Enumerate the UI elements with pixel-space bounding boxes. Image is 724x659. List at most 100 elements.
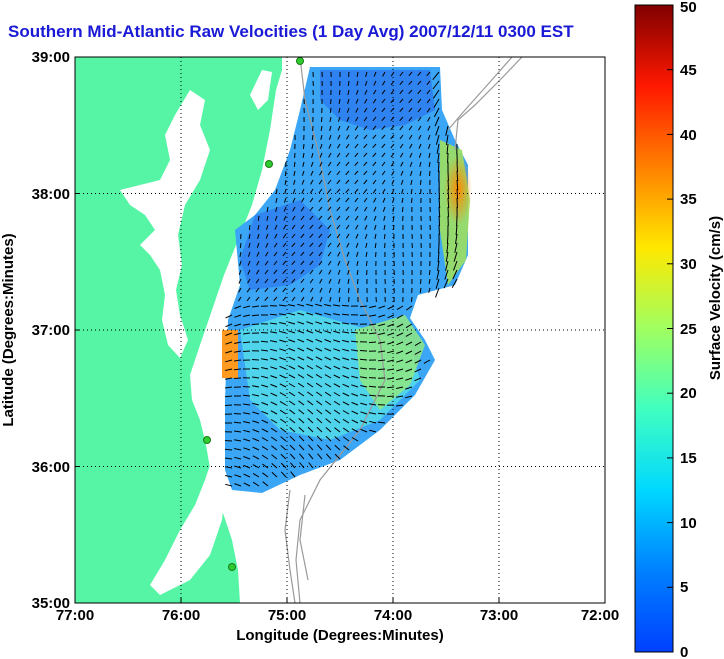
velocity-vector (309, 278, 314, 284)
radar-station (203, 436, 211, 444)
velocity-vector (315, 321, 323, 325)
velocity-vector (238, 269, 242, 275)
velocity-vector (225, 359, 233, 363)
velocity-vector (383, 215, 386, 221)
velocity-vector (360, 393, 368, 397)
velocity-vector (291, 296, 296, 302)
velocity-vector (436, 143, 440, 154)
velocity-vector (298, 400, 305, 406)
velocity-vector (252, 464, 260, 469)
velocity-vector (434, 116, 440, 127)
velocity-vector (307, 426, 314, 433)
velocity-vector (282, 287, 287, 293)
velocity-vector (390, 98, 395, 104)
velocity-vector (451, 278, 458, 289)
velocity-vector (261, 428, 269, 433)
velocity-vector (409, 143, 413, 149)
velocity-vector (270, 322, 278, 325)
velocity-vector (225, 377, 233, 380)
velocity-vector (319, 278, 323, 284)
velocity-vector (288, 365, 296, 370)
velocity-vector (351, 410, 359, 415)
velocity-vector (224, 404, 233, 406)
velocity-vector (284, 170, 287, 177)
velocity-vector (306, 330, 314, 334)
colorbar-tick-label: 50 (680, 0, 697, 16)
velocity-vector (324, 312, 332, 316)
velocity-vector (333, 348, 341, 352)
velocity-vector (336, 215, 341, 221)
velocity-vector (372, 152, 377, 158)
velocity-vector (252, 429, 260, 433)
velocity-vector (437, 260, 440, 271)
velocity-vector (381, 179, 386, 185)
velocity-vector (279, 383, 287, 388)
velocity-vector (279, 374, 287, 379)
colorbar-label: Surface Velocity (cm/s) (707, 216, 724, 380)
velocity-vector (334, 444, 341, 451)
velocity-vector (400, 161, 404, 167)
velocity-vector (346, 242, 350, 248)
velocity-vector (342, 331, 350, 334)
velocity-vector (418, 143, 422, 149)
velocity-vector (288, 356, 296, 361)
velocity-vector (372, 170, 377, 176)
velocity-vector (234, 323, 242, 327)
velocity-vector (399, 80, 404, 86)
velocity-vector (381, 98, 386, 104)
velocity-vector (329, 116, 332, 123)
velocity-vector (309, 188, 314, 194)
velocity-vector (275, 197, 278, 204)
y-tick-label: 36:00 (32, 459, 70, 476)
velocity-vector (262, 481, 269, 487)
velocity-vector (298, 409, 305, 415)
velocity-vector (265, 233, 269, 239)
velocity-vector (280, 418, 287, 424)
velocity-vector (386, 395, 395, 398)
velocity-vector (337, 269, 341, 275)
velocity-vector (270, 392, 278, 397)
velocity-vector (252, 420, 260, 424)
velocity-vector (309, 251, 314, 257)
velocity-vector (354, 125, 359, 131)
velocity-vector (369, 403, 377, 406)
velocity-vector (234, 456, 242, 460)
velocity-vector (354, 170, 359, 176)
velocity-vector (408, 71, 413, 77)
velocity-vector (360, 402, 368, 406)
colorbar-tick-label: 45 (680, 62, 697, 79)
velocity-vector (372, 179, 377, 185)
velocity-vector (271, 445, 278, 451)
map-title: Southern Mid-Atlantic Raw Velocities (1 … (8, 22, 574, 41)
velocity-vector (252, 446, 260, 451)
velocity-vector (315, 312, 323, 316)
x-tick-label: 76:00 (162, 607, 200, 624)
velocity-vector (320, 134, 323, 140)
velocity-vector (338, 98, 341, 104)
velocity-vector (409, 161, 413, 167)
velocity-vector (300, 251, 305, 257)
velocity-vector (354, 197, 359, 203)
velocity-vector (252, 481, 260, 487)
velocity-vector (291, 224, 296, 230)
velocity-vector (291, 269, 296, 275)
colorbar-tick-label: 15 (680, 450, 697, 467)
velocity-vector (266, 206, 269, 212)
velocity-vector (328, 287, 332, 293)
velocity-vector (378, 341, 386, 344)
velocity-vector (262, 472, 269, 478)
velocity-vector (445, 134, 449, 145)
velocity-vector (391, 179, 395, 185)
velocity-vector (307, 409, 314, 415)
velocity-vector (261, 445, 269, 451)
colorbar-tick-label: 35 (680, 191, 697, 208)
velocity-vector (374, 233, 377, 240)
velocity-vector (327, 251, 332, 257)
velocity-vector (270, 419, 278, 424)
velocity-vector (306, 338, 314, 343)
velocity-vector (324, 304, 332, 307)
velocity-vector (426, 89, 431, 95)
velocity-vector (338, 107, 341, 113)
velocity-vector (378, 314, 386, 318)
velocity-vector (315, 347, 323, 352)
